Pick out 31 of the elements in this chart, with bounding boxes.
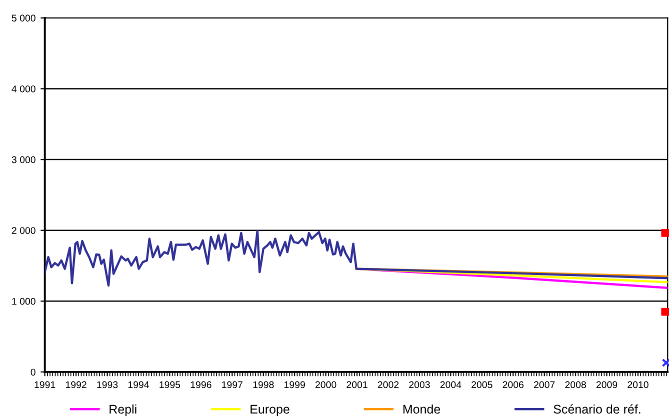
x-tick-label: 2002 [378, 381, 399, 388]
y-tick-label: 4 000 [12, 85, 36, 92]
legend-label: Monde [403, 404, 440, 414]
x-tick-label: 2008 [565, 381, 586, 388]
y-tick-label: 5 000 [12, 14, 36, 22]
legend-label: Europe [250, 404, 290, 416]
x-tick-label: 2003 [409, 381, 430, 388]
x-tick-label: 1992 [66, 381, 86, 388]
line-series [44, 230, 668, 287]
x-tick-label: 1999 [284, 381, 305, 388]
x-tick-label: 1991 [34, 381, 56, 388]
y-tick-label: 0 [30, 368, 36, 376]
x-tick-label: 2007 [534, 381, 555, 388]
legend-label: Repli [110, 404, 136, 416]
x-tick-label: 1993 [97, 381, 118, 388]
x-tick-label: 1994 [128, 381, 150, 388]
y-tick-label: 1 000 [12, 298, 36, 305]
y-tick-label: 3 000 [12, 156, 36, 164]
x-tick-label: 1997 [222, 381, 242, 388]
legend-label: Scénario de réf. [554, 404, 640, 414]
x-tick-label: 2004 [440, 381, 462, 388]
x-tick-label: 2006 [502, 381, 524, 388]
x-tick-label: 2010 [628, 381, 648, 388]
x-tick-label: 2005 [472, 381, 492, 388]
x-tick-label: 2009 [596, 381, 618, 388]
x-tick-label: 1996 [190, 381, 212, 388]
x-tick-label: 1995 [160, 381, 180, 388]
x-tick-label: 2001 [346, 381, 368, 388]
y-tick-label: 2 000 [12, 227, 36, 234]
x-tick-label: 2000 [315, 381, 336, 388]
x-tick-label: 1998 [253, 381, 274, 388]
